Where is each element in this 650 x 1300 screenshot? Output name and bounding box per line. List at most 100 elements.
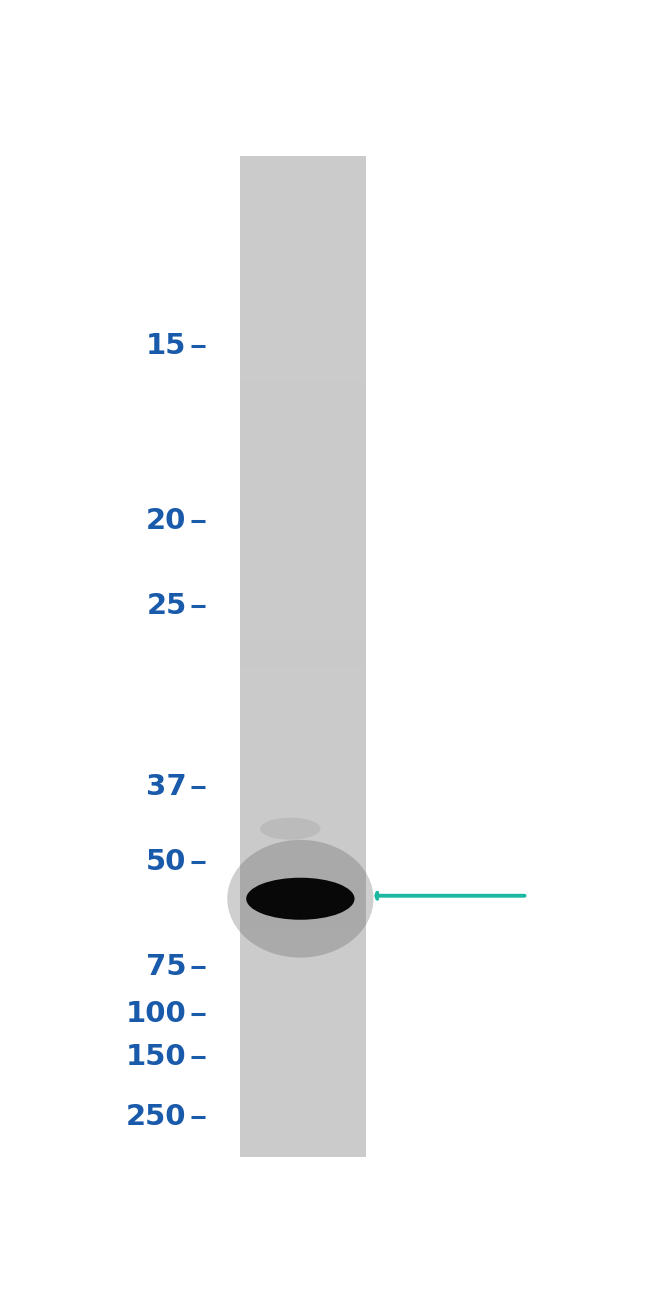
Text: 50: 50 [146, 848, 187, 876]
Bar [240, 1022, 366, 1027]
Bar [240, 1002, 366, 1006]
Bar [240, 976, 366, 982]
Bar [240, 662, 366, 667]
Bar [240, 491, 366, 497]
Bar [240, 1076, 366, 1082]
Bar [240, 1112, 366, 1117]
Bar [240, 892, 366, 897]
Text: 37: 37 [146, 772, 187, 801]
Bar [240, 556, 366, 562]
Bar [240, 1102, 366, 1108]
Bar [240, 1011, 366, 1017]
Bar [240, 441, 366, 446]
Bar [240, 667, 366, 672]
Bar [240, 205, 366, 211]
Bar [240, 716, 366, 722]
Bar [240, 1147, 366, 1152]
Bar [240, 567, 366, 572]
Bar [240, 757, 366, 762]
Bar [240, 941, 366, 946]
Bar [240, 521, 366, 527]
Bar [240, 1067, 366, 1072]
Bar [240, 857, 366, 862]
Bar [240, 616, 366, 621]
Bar [240, 916, 366, 922]
Bar [240, 526, 366, 532]
Bar [240, 251, 366, 256]
Bar [240, 261, 366, 266]
Bar [240, 811, 366, 816]
Bar [240, 827, 366, 832]
Bar [240, 240, 366, 246]
Text: 20: 20 [146, 507, 187, 536]
Bar [240, 467, 366, 472]
Bar [240, 546, 366, 551]
Bar [240, 316, 366, 321]
Bar [240, 472, 366, 476]
Bar [240, 311, 366, 316]
Bar [240, 276, 366, 281]
Bar [240, 672, 366, 676]
Bar [240, 191, 366, 196]
Bar [240, 987, 366, 992]
Bar [240, 156, 366, 161]
Bar [240, 606, 366, 611]
Bar [240, 326, 366, 332]
Bar [240, 997, 366, 1002]
Bar [240, 286, 366, 291]
Bar [240, 852, 366, 857]
Bar [240, 841, 366, 846]
Bar [240, 226, 366, 231]
Bar [240, 172, 366, 176]
Text: 15: 15 [146, 333, 187, 360]
Bar [240, 372, 366, 376]
Bar [240, 367, 366, 372]
Bar [240, 421, 366, 426]
Bar [240, 1006, 366, 1011]
Bar [240, 386, 366, 391]
Bar [240, 176, 366, 181]
Bar [240, 592, 366, 597]
Bar [240, 1117, 366, 1122]
Bar [240, 1062, 366, 1067]
Text: 75: 75 [146, 953, 187, 980]
Ellipse shape [246, 878, 354, 920]
Bar [240, 972, 366, 976]
Bar [240, 762, 366, 767]
Bar [240, 902, 366, 907]
Ellipse shape [227, 840, 374, 958]
Bar [240, 992, 366, 997]
Bar [240, 586, 366, 592]
Bar [240, 832, 366, 837]
Bar [240, 1052, 366, 1057]
Bar [240, 781, 366, 786]
Bar [240, 681, 366, 686]
Bar [240, 1046, 366, 1052]
Bar [240, 1152, 366, 1157]
Bar [240, 1017, 366, 1022]
Bar [240, 1108, 366, 1112]
Bar [240, 507, 366, 511]
Bar [240, 291, 366, 296]
Bar [240, 321, 366, 326]
Bar [240, 346, 366, 351]
Bar [240, 481, 366, 486]
Bar [240, 1072, 366, 1076]
Bar [240, 686, 366, 692]
Bar [240, 361, 366, 367]
Bar [240, 952, 366, 957]
Bar [240, 562, 366, 567]
Bar [240, 927, 366, 932]
Bar [240, 516, 366, 521]
Bar [240, 1041, 366, 1046]
Bar [240, 537, 366, 541]
Bar [240, 786, 366, 792]
Bar [240, 707, 366, 711]
Bar [240, 1122, 366, 1127]
Bar [240, 746, 366, 751]
Bar [240, 932, 366, 937]
Bar [240, 651, 366, 656]
Bar [240, 846, 366, 852]
Bar [240, 221, 366, 226]
Bar [240, 621, 366, 627]
